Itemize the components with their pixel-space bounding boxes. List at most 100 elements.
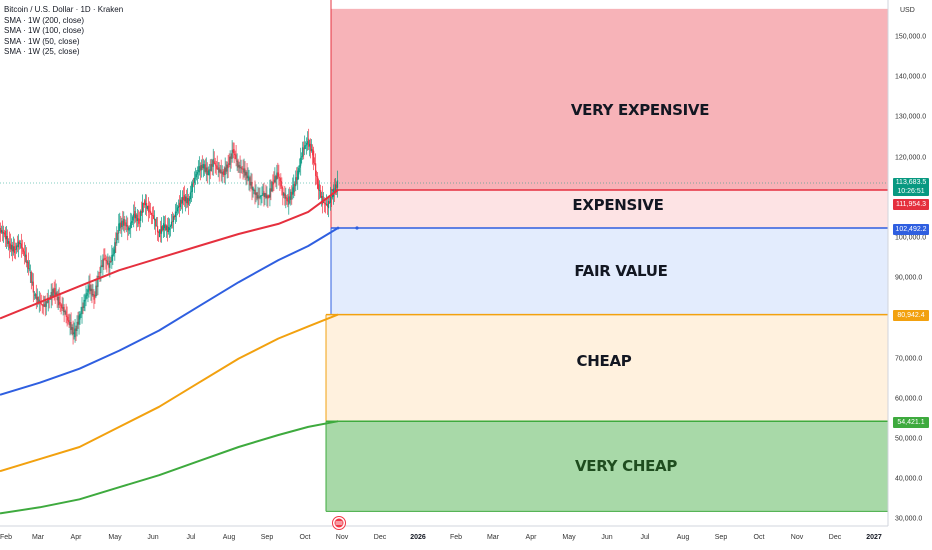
candle-body xyxy=(327,201,330,209)
candle-body xyxy=(155,225,158,227)
candle-body xyxy=(234,153,236,156)
candle-body xyxy=(53,289,55,293)
candle-body xyxy=(18,241,20,245)
candle-body xyxy=(128,227,130,231)
candle-body xyxy=(77,321,79,325)
candle-body xyxy=(213,161,215,164)
sma-100-legend[interactable]: SMA · 1W (100, close) xyxy=(4,26,85,35)
candle-body xyxy=(147,205,149,210)
candle-body xyxy=(211,163,213,167)
candle-body xyxy=(306,143,308,145)
zone-label-expensive: EXPENSIVE xyxy=(572,196,664,214)
candle-body xyxy=(106,260,108,264)
candle-body xyxy=(265,193,267,199)
candle-body xyxy=(93,294,95,300)
candle-body xyxy=(158,229,161,237)
current-price: 113,683.5 xyxy=(895,179,927,186)
candle-body xyxy=(251,181,253,191)
candle-body xyxy=(64,311,66,313)
candle-body xyxy=(268,194,270,198)
sma-50-legend[interactable]: SMA · 1W (50, close) xyxy=(4,36,80,46)
candle-body xyxy=(184,196,187,202)
candle-body xyxy=(69,321,71,326)
candle-body xyxy=(13,246,16,254)
candle-body xyxy=(168,227,171,231)
candle-body xyxy=(29,272,31,274)
candle-body xyxy=(312,149,314,156)
candle-body xyxy=(191,183,193,192)
candle-body xyxy=(162,223,165,231)
candle-body xyxy=(218,167,220,173)
candle-body xyxy=(47,298,49,303)
price-tick: 100,000.0 xyxy=(895,234,927,242)
candle-body xyxy=(11,244,14,252)
candle-body xyxy=(305,145,307,147)
candle-body xyxy=(98,276,100,277)
symbol-title[interactable]: Bitcoin / U.S. Dollar · 1D · Kraken xyxy=(4,5,124,14)
candle-body xyxy=(23,251,25,255)
candle-body xyxy=(151,212,153,215)
earnings-event-icon[interactable] xyxy=(331,516,347,530)
candle-body xyxy=(293,184,295,193)
candle-body xyxy=(60,304,62,306)
candle-body xyxy=(269,188,271,198)
candle-body xyxy=(108,263,110,268)
candle-body xyxy=(24,254,26,257)
candle-body xyxy=(328,201,331,204)
sma-200-legend[interactable]: SMA · 1W (200, close) xyxy=(4,15,85,25)
candle-body xyxy=(16,245,18,247)
candle-body xyxy=(275,175,277,180)
candle-body xyxy=(290,191,292,200)
candle-body xyxy=(236,160,238,162)
candle-body xyxy=(127,224,129,231)
candle-body xyxy=(179,199,182,208)
candle-body xyxy=(192,183,194,185)
candle-body xyxy=(99,272,101,274)
candle-body xyxy=(34,294,36,296)
candle-body xyxy=(26,261,28,263)
candle-body xyxy=(175,211,178,213)
candle-body xyxy=(292,187,294,195)
sma-25-legend[interactable]: SMA · 1W (25, close) xyxy=(4,47,80,56)
candle-body xyxy=(97,276,99,287)
candle-body xyxy=(46,301,48,304)
candle-body xyxy=(201,165,203,169)
zone-label-very-expensive: VERY EXPENSIVE xyxy=(570,101,710,119)
candle-body xyxy=(177,206,180,208)
candle-body xyxy=(279,178,281,182)
candle-body xyxy=(17,241,19,248)
candle-body xyxy=(225,167,227,172)
candle-body xyxy=(95,285,97,297)
candle-body xyxy=(3,232,6,235)
candle-body xyxy=(214,163,216,165)
candle-body xyxy=(167,227,170,233)
candle-body xyxy=(200,165,202,171)
candle-body xyxy=(109,260,111,269)
candle-body xyxy=(187,198,189,205)
candle-body xyxy=(107,263,109,265)
candle-body xyxy=(100,265,102,274)
candle-body xyxy=(133,213,135,218)
candle-body xyxy=(241,167,243,170)
candle-body xyxy=(170,221,173,227)
candle-body xyxy=(92,294,94,296)
candle-body xyxy=(221,171,223,174)
candle-body xyxy=(166,225,169,232)
candle-body xyxy=(140,210,142,221)
candle-body xyxy=(198,166,200,173)
candle-body xyxy=(122,220,124,226)
candle-body xyxy=(193,178,195,183)
candle-body xyxy=(323,202,326,204)
candle-body xyxy=(132,216,134,221)
zone-label-very-cheap: VERY CHEAP xyxy=(574,457,678,475)
candle-body xyxy=(267,195,269,200)
candle-body xyxy=(315,163,317,176)
candle-body xyxy=(324,203,327,205)
candle-body xyxy=(35,293,37,300)
candle-body xyxy=(178,202,181,208)
candle-body xyxy=(76,321,78,332)
candle-body xyxy=(156,226,159,233)
candle-body xyxy=(320,189,322,198)
